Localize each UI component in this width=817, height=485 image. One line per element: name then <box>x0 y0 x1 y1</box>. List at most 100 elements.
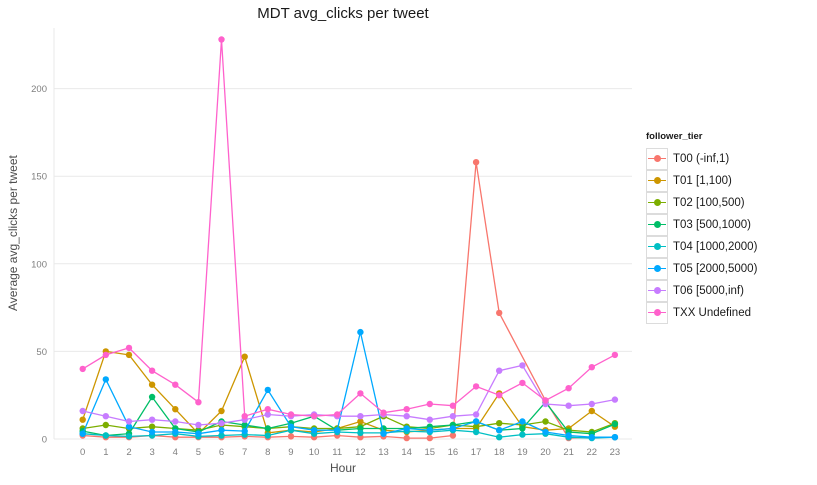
x-tick-label: 22 <box>586 447 597 458</box>
series-line-t03 <box>82 395 616 437</box>
legend-key-dot <box>653 155 661 162</box>
data-point-t05 <box>264 386 271 394</box>
data-point-t05 <box>172 428 179 436</box>
x-tick-label: 18 <box>494 447 505 458</box>
data-point-t05 <box>611 434 619 441</box>
data-point-t03 <box>611 420 619 428</box>
legend-key-swatch <box>646 191 668 214</box>
x-axis-label: Hour <box>329 461 356 475</box>
data-point-t02 <box>496 420 503 427</box>
legend-item-txx: TXX Undefined <box>646 301 757 324</box>
legend-item-t05: T05 [2000,5000) <box>646 257 758 280</box>
data-point-t05 <box>357 328 364 336</box>
data-point-t02 <box>148 423 156 430</box>
data-point-t06 <box>125 418 133 425</box>
data-point-txx <box>519 379 526 387</box>
data-point-t05 <box>380 430 387 437</box>
x-tick-label: 2 <box>126 447 131 458</box>
legend-item-t06: T06 [5000,inf) <box>646 279 757 302</box>
data-point-t05 <box>588 434 595 441</box>
data-point-t01 <box>241 353 248 360</box>
legend-item-t03: T03 [500,1000) <box>646 213 757 236</box>
data-point-t00 <box>449 432 457 439</box>
x-tick-label: 13 <box>378 447 389 458</box>
series-line-t00 <box>82 162 615 439</box>
legend-items: T00 (-inf,1) T01 [1,100) T02 [100,500) T03 … <box>646 147 758 324</box>
data-point-t05 <box>403 425 410 432</box>
data-point-t01 <box>125 351 133 359</box>
data-point-t05 <box>310 427 318 434</box>
legend-item-t00: T00 (-inf,1) <box>646 147 757 170</box>
data-point-t01 <box>218 407 225 415</box>
data-point-t04 <box>125 433 133 440</box>
legend-item-label: T02 [100,500) <box>673 197 745 209</box>
y-tick-label: 100 <box>31 259 47 270</box>
data-point-t06 <box>426 416 433 423</box>
x-tick-label: 16 <box>448 447 459 458</box>
data-point-t06 <box>519 362 526 369</box>
data-point-t05 <box>334 427 341 434</box>
x-tick-label: 7 <box>242 447 247 458</box>
x-tick-label: 4 <box>173 447 178 458</box>
data-point-t02 <box>472 423 480 430</box>
legend-key-swatch <box>646 147 668 170</box>
data-point-t01 <box>588 407 595 415</box>
x-tick-label: 1 <box>103 447 108 458</box>
data-point-t05 <box>542 428 549 436</box>
x-tick-label: 12 <box>355 447 366 458</box>
data-point-t00 <box>287 433 295 440</box>
data-point-t05 <box>218 427 225 434</box>
data-point-t03 <box>241 421 248 429</box>
x-tick-label: 15 <box>425 447 436 458</box>
data-point-t05 <box>195 430 202 437</box>
x-tick-label: 17 <box>471 447 482 458</box>
data-point-t06 <box>357 413 364 420</box>
data-point-t00 <box>496 309 503 317</box>
data-point-t05 <box>426 427 433 434</box>
legend-item-label: T03 [500,1000) <box>673 219 752 231</box>
data-point-t06 <box>403 413 410 420</box>
data-point-txx <box>195 399 202 406</box>
data-point-t06 <box>264 411 271 418</box>
legend-key-dot <box>653 265 661 272</box>
legend-title: follower_tier <box>646 131 703 142</box>
legend-key-swatch <box>646 213 668 236</box>
x-tick-label: 14 <box>401 447 412 458</box>
data-point-t05 <box>125 423 133 430</box>
data-point-t04 <box>472 428 480 436</box>
data-point-txx <box>310 413 318 420</box>
legend-item-label: T05 [2000,5000) <box>673 263 758 275</box>
data-point-t06 <box>449 413 457 420</box>
legend-item-label: TXX Undefined <box>673 307 751 319</box>
x-tick-label: 11 <box>332 447 342 458</box>
data-point-t06 <box>565 402 572 409</box>
data-point-t04 <box>102 432 110 439</box>
data-point-txx <box>102 351 110 359</box>
x-tick-label: 5 <box>196 447 201 458</box>
legend-item-t01: T01 [1,100) <box>646 169 757 192</box>
data-point-txx <box>472 383 480 390</box>
x-tick-label: 23 <box>610 447 621 458</box>
legend-item-t04: T04 [1000,2000) <box>646 235 758 258</box>
legend-item-label: T04 [1000,2000) <box>673 241 758 253</box>
legend-item-t02: T02 [100,500) <box>646 191 757 214</box>
data-point-t01 <box>357 418 364 425</box>
data-point-t00 <box>403 434 410 442</box>
x-tick-label: 3 <box>149 447 154 458</box>
data-point-t04 <box>357 429 364 437</box>
legend-key-dot <box>653 199 661 206</box>
data-point-t00 <box>426 434 433 442</box>
data-point-t05 <box>79 430 86 437</box>
x-tick-label: 20 <box>540 447 551 458</box>
series-line-t05 <box>82 331 615 438</box>
data-point-txx <box>426 400 433 408</box>
legend-item-label: T06 [5000,inf) <box>673 285 744 297</box>
data-point-t04 <box>519 431 526 438</box>
data-point-t05 <box>565 432 572 439</box>
data-point-t03 <box>357 425 364 432</box>
legend-key-dot <box>653 177 661 184</box>
data-point-txx <box>172 381 179 388</box>
data-point-txx <box>79 365 86 373</box>
data-point-txx <box>125 344 133 352</box>
